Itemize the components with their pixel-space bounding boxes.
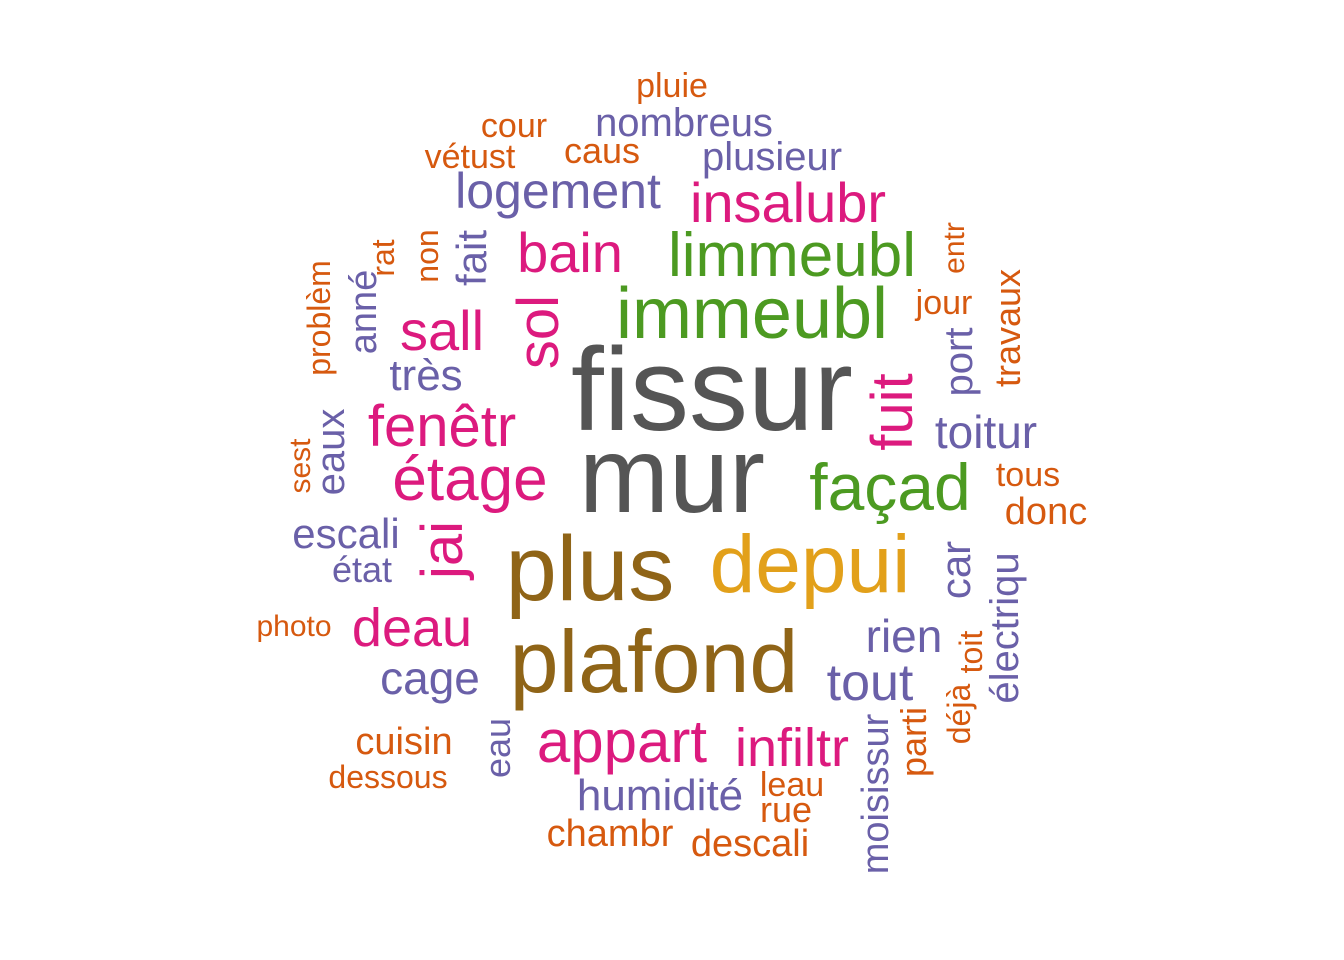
- word-25: eaux: [309, 409, 353, 496]
- word-2: plus: [506, 518, 675, 620]
- word-52: toit: [953, 631, 989, 674]
- word-9: bain: [517, 221, 623, 284]
- word-55: leau: [760, 766, 824, 804]
- word-1: mur: [579, 414, 765, 535]
- word-24: anné: [343, 270, 385, 355]
- word-7: façad: [809, 450, 970, 524]
- word-53: déjà: [941, 684, 977, 745]
- word-44: problèm: [301, 260, 337, 376]
- word-36: humidité: [577, 771, 743, 820]
- word-43: non: [409, 229, 445, 282]
- word-6: limmeubl: [668, 221, 916, 290]
- word-46: entr: [938, 222, 971, 274]
- word-34: électriqu: [983, 552, 1027, 703]
- word-41: vétust: [425, 138, 516, 176]
- word-60: descali: [691, 823, 809, 865]
- word-4: depui: [710, 519, 911, 610]
- word-19: logement: [455, 163, 661, 219]
- word-5: immeubl: [616, 274, 888, 354]
- word-20: nombreus: [595, 101, 773, 145]
- word-58: dessous: [328, 759, 447, 795]
- word-59: chambr: [547, 813, 674, 855]
- word-45: sest: [284, 438, 317, 494]
- word-42: rat: [365, 239, 401, 276]
- word-47: jour: [915, 284, 973, 322]
- word-3: plafond: [510, 612, 799, 711]
- word-26: escali: [292, 510, 399, 557]
- word-39: cour: [481, 107, 547, 145]
- word-54: parti: [893, 707, 934, 777]
- word-31: rien: [866, 610, 943, 662]
- word-0: fissur: [571, 324, 853, 456]
- word-17: appart: [537, 708, 707, 775]
- word-23: fait: [448, 230, 495, 286]
- word-30: car: [932, 541, 979, 599]
- word-48: travaux: [987, 269, 1028, 387]
- word-40: caus: [564, 130, 640, 171]
- word-10: sol: [506, 295, 571, 369]
- word-37: moisissur: [855, 713, 897, 874]
- word-27: état: [332, 549, 392, 590]
- word-57: cuisin: [355, 721, 452, 763]
- word-22: très: [389, 351, 462, 400]
- word-50: donc: [1005, 491, 1087, 533]
- word-18: infiltr: [735, 718, 849, 778]
- word-29: port: [937, 328, 981, 397]
- word-35: eau: [477, 718, 518, 778]
- word-21: plusieur: [702, 135, 842, 179]
- word-49: tous: [996, 456, 1060, 494]
- word-15: jai: [410, 521, 475, 581]
- word-38: pluie: [636, 67, 708, 105]
- word-51: photo: [256, 610, 331, 643]
- word-14: fuit: [860, 373, 925, 450]
- word-16: deau: [352, 598, 472, 658]
- word-11: sall: [400, 299, 484, 362]
- word-56: rue: [760, 789, 812, 830]
- word-33: cage: [380, 652, 480, 704]
- word-8: insalubr: [690, 171, 886, 234]
- word-12: fenêtr: [368, 394, 516, 459]
- word-32: tout: [827, 654, 914, 712]
- word-13: étage: [392, 445, 547, 514]
- word-28: toitur: [935, 406, 1037, 458]
